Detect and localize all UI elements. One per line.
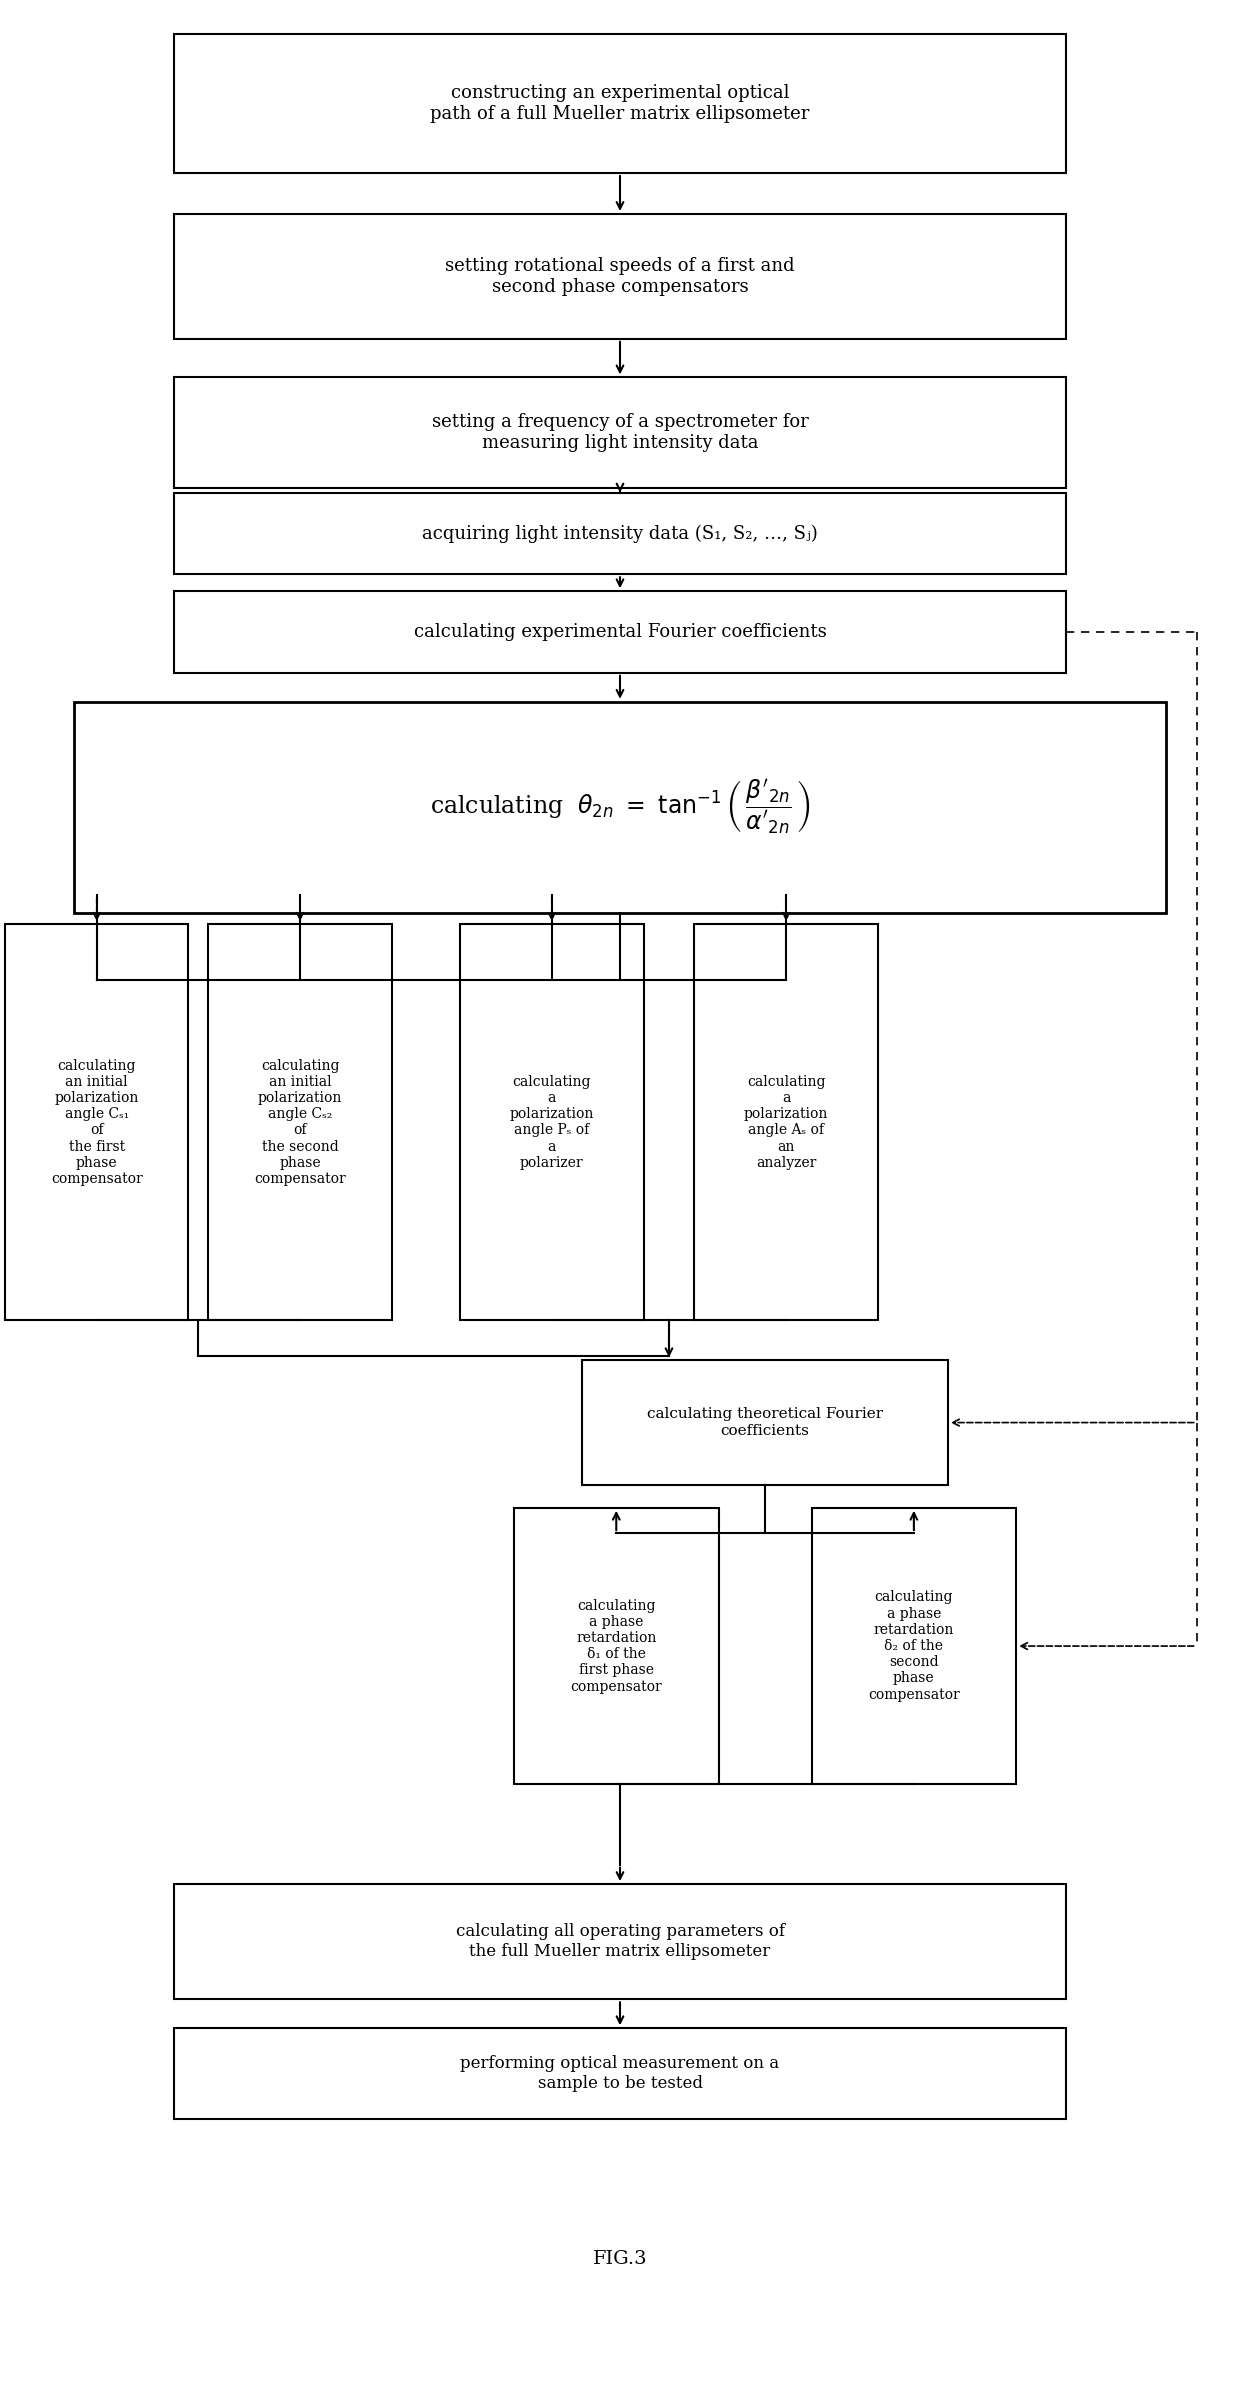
FancyBboxPatch shape	[174, 34, 1066, 173]
Text: calculating
a
polarization
angle Aₛ of
an
analyzer: calculating a polarization angle Aₛ of a…	[744, 1074, 828, 1170]
Text: calculating
a
polarization
angle Pₛ of
a
polarizer: calculating a polarization angle Pₛ of a…	[510, 1074, 594, 1170]
Text: calculating theoretical Fourier
coefficients: calculating theoretical Fourier coeffici…	[647, 1408, 883, 1437]
FancyBboxPatch shape	[174, 2028, 1066, 2119]
FancyBboxPatch shape	[74, 702, 1166, 913]
Text: calculating  $\theta_{2n}\ =\ \mathrm{tan}^{-1}\ \!\left(\,\dfrac{\beta'_{2n}}{\: calculating $\theta_{2n}\ =\ \mathrm{tan…	[430, 779, 810, 836]
Text: performing optical measurement on a
sample to be tested: performing optical measurement on a samp…	[460, 2055, 780, 2093]
FancyBboxPatch shape	[583, 1360, 947, 1485]
FancyBboxPatch shape	[5, 923, 188, 1322]
Text: FIG.3: FIG.3	[593, 2249, 647, 2268]
Text: constructing an experimental optical
path of a full Mueller matrix ellipsometer: constructing an experimental optical pat…	[430, 84, 810, 123]
Text: calculating
an initial
polarization
angle Cₛ₁
of
the first
phase
compensator: calculating an initial polarization angl…	[51, 1057, 143, 1187]
FancyBboxPatch shape	[460, 923, 644, 1322]
FancyBboxPatch shape	[515, 1509, 719, 1783]
FancyBboxPatch shape	[694, 923, 878, 1322]
FancyBboxPatch shape	[174, 591, 1066, 673]
FancyBboxPatch shape	[811, 1509, 1017, 1783]
FancyBboxPatch shape	[174, 377, 1066, 488]
FancyBboxPatch shape	[208, 923, 392, 1322]
Text: calculating
an initial
polarization
angle Cₛ₂
of
the second
phase
compensator: calculating an initial polarization angl…	[254, 1057, 346, 1187]
Text: calculating all operating parameters of
the full Mueller matrix ellipsometer: calculating all operating parameters of …	[455, 1922, 785, 1961]
FancyBboxPatch shape	[174, 493, 1066, 574]
Text: setting rotational speeds of a first and
second phase compensators: setting rotational speeds of a first and…	[445, 257, 795, 296]
Text: setting a frequency of a spectrometer for
measuring light intensity data: setting a frequency of a spectrometer fo…	[432, 413, 808, 452]
FancyBboxPatch shape	[174, 1884, 1066, 1999]
Text: calculating experimental Fourier coefficients: calculating experimental Fourier coeffic…	[414, 622, 826, 642]
Text: acquiring light intensity data (S₁, S₂, …, Sⱼ): acquiring light intensity data (S₁, S₂, …	[422, 524, 818, 543]
FancyBboxPatch shape	[174, 214, 1066, 339]
Text: calculating
a phase
retardation
δ₂ of the
second
phase
compensator: calculating a phase retardation δ₂ of th…	[868, 1591, 960, 1701]
Text: calculating
a phase
retardation
δ₁ of the
first phase
compensator: calculating a phase retardation δ₁ of th…	[570, 1598, 662, 1694]
